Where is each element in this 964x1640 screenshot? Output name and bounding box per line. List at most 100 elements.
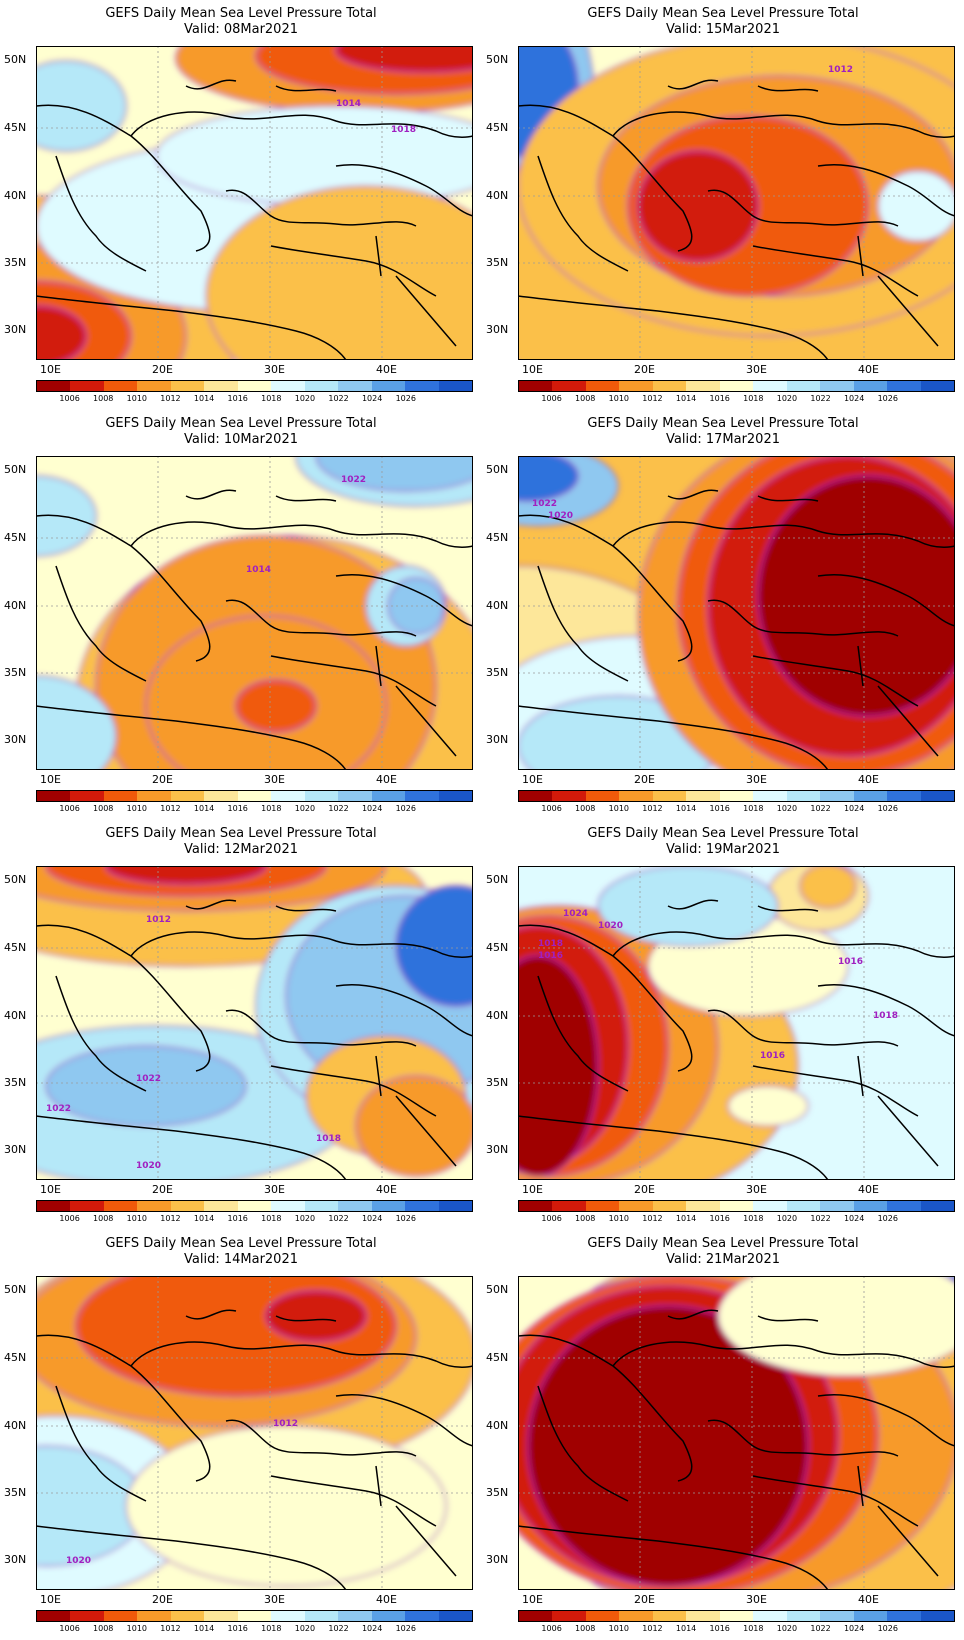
coastline [817, 983, 955, 1037]
pressure-field-svg [518, 1276, 955, 1590]
pressure-region [36, 305, 87, 360]
latitude-label: 35N [4, 256, 27, 269]
colorbar-label: 1018 [743, 1214, 764, 1223]
colorbar-swatch [137, 791, 171, 801]
coastline [36, 104, 211, 252]
pressure-field-svg: 1022 1020 [518, 456, 955, 770]
coastline [857, 1465, 939, 1577]
colorbar-swatch [686, 1611, 720, 1621]
colorbar-swatch [853, 1611, 888, 1621]
panel-valid-date: Valid: 17Mar2021 [666, 432, 780, 447]
coastline [667, 899, 819, 912]
contour-label: 1014 [246, 565, 271, 575]
coastline [612, 1341, 955, 1368]
colorbar-label: 1014 [675, 804, 697, 813]
colorbar-label: 1006 [541, 394, 562, 403]
pressure-region [235, 679, 317, 733]
colorbar-swatch [786, 791, 821, 801]
colorbar-swatch [820, 1201, 854, 1211]
colorbar-label: 1016 [227, 1624, 248, 1633]
contour-label: 1020 [598, 921, 623, 931]
colorbar-swatch [371, 1201, 406, 1211]
pressure-map: 1022 1014 [36, 456, 473, 770]
colorbar-swatch [271, 381, 305, 391]
colorbar-swatch [652, 381, 687, 391]
latitude-label: 50N [4, 1283, 27, 1296]
colorbar-swatch [170, 1201, 205, 1211]
colorbar-label: 1014 [193, 804, 215, 813]
pressure-region [597, 866, 779, 947]
longitude-label: 20E [634, 1593, 655, 1606]
colorbar [36, 1610, 473, 1622]
coastline [537, 975, 629, 1092]
colorbar-swatch [405, 1201, 439, 1211]
longitude-label: 30E [746, 1183, 767, 1196]
colorbar-label: 1010 [126, 394, 148, 403]
coastline [225, 189, 417, 227]
pressure-map: 1014 1018 [36, 46, 473, 360]
colorbar-swatch [103, 1201, 138, 1211]
colorbar-swatch [338, 791, 372, 801]
longitude-label: 10E [522, 773, 543, 786]
coastline [518, 1115, 829, 1180]
colorbar-label: 1018 [261, 1214, 282, 1223]
colorbar [518, 380, 955, 392]
coastline [185, 79, 337, 92]
coastline [270, 245, 437, 297]
coastline [270, 1065, 437, 1117]
coastline [857, 645, 939, 757]
colorbar-label: 1008 [93, 394, 114, 403]
pressure-region [727, 1085, 809, 1127]
colorbar-swatch [338, 1611, 372, 1621]
colorbar-label: 1020 [294, 1624, 316, 1633]
latitude-label: 30N [4, 323, 27, 336]
colorbar-label: 1008 [575, 804, 596, 813]
colorbar-label: 1022 [328, 1624, 349, 1633]
colorbar-swatch [820, 1611, 854, 1621]
latitude-label: 40N [4, 1419, 27, 1432]
colorbar-swatch [204, 1201, 238, 1211]
coastline [752, 1475, 919, 1527]
colorbar-swatch [686, 1201, 720, 1211]
coastline [225, 1419, 417, 1457]
longitude-label: 30E [746, 363, 767, 376]
colorbar-label: 1016 [709, 1624, 730, 1633]
coastline [36, 295, 347, 360]
colorbar-label: 1014 [675, 1214, 697, 1223]
pressure-region [637, 150, 759, 262]
colorbar-swatch [719, 791, 754, 801]
colorbar-label: 1018 [261, 1624, 282, 1633]
colorbar-swatch [585, 1201, 620, 1211]
longitude-label: 40E [858, 1183, 879, 1196]
colorbar-swatch [585, 791, 620, 801]
latitude-label: 45N [486, 941, 509, 954]
latitude-label: 35N [486, 666, 509, 679]
latitude-label: 40N [4, 189, 27, 202]
contour-label: 1012 [828, 65, 853, 75]
pressure-region [757, 475, 955, 717]
colorbar-label: 1008 [93, 804, 114, 813]
colorbar-swatch [170, 1611, 205, 1621]
coastline [375, 1465, 457, 1577]
longitude-label: 10E [40, 1183, 61, 1196]
colorbar [36, 1200, 473, 1212]
coastline [667, 79, 819, 92]
contour-label: 1016 [760, 1051, 785, 1061]
panel-title: GEFS Daily Mean Sea Level Pressure Total [105, 826, 377, 841]
longitude-label: 40E [376, 773, 397, 786]
latitude-label: 35N [486, 1076, 509, 1089]
colorbar-swatch [619, 381, 653, 391]
latitude-label: 45N [486, 531, 509, 544]
colorbar-label: 1012 [160, 1624, 181, 1633]
contour-label: 1020 [136, 1161, 161, 1171]
colorbar-swatch [820, 381, 854, 391]
colorbar-label: 1006 [59, 1624, 80, 1633]
colorbar-label: 1024 [361, 1214, 383, 1223]
longitude-label: 40E [858, 773, 879, 786]
latitude-label: 35N [4, 666, 27, 679]
map-panel: GEFS Daily Mean Sea Level Pressure Total… [482, 820, 964, 1230]
colorbar [36, 790, 473, 802]
latitude-label: 35N [486, 256, 509, 269]
map-panel: GEFS Daily Mean Sea Level Pressure Total… [0, 820, 482, 1230]
colorbar-label: 1012 [642, 1624, 663, 1633]
